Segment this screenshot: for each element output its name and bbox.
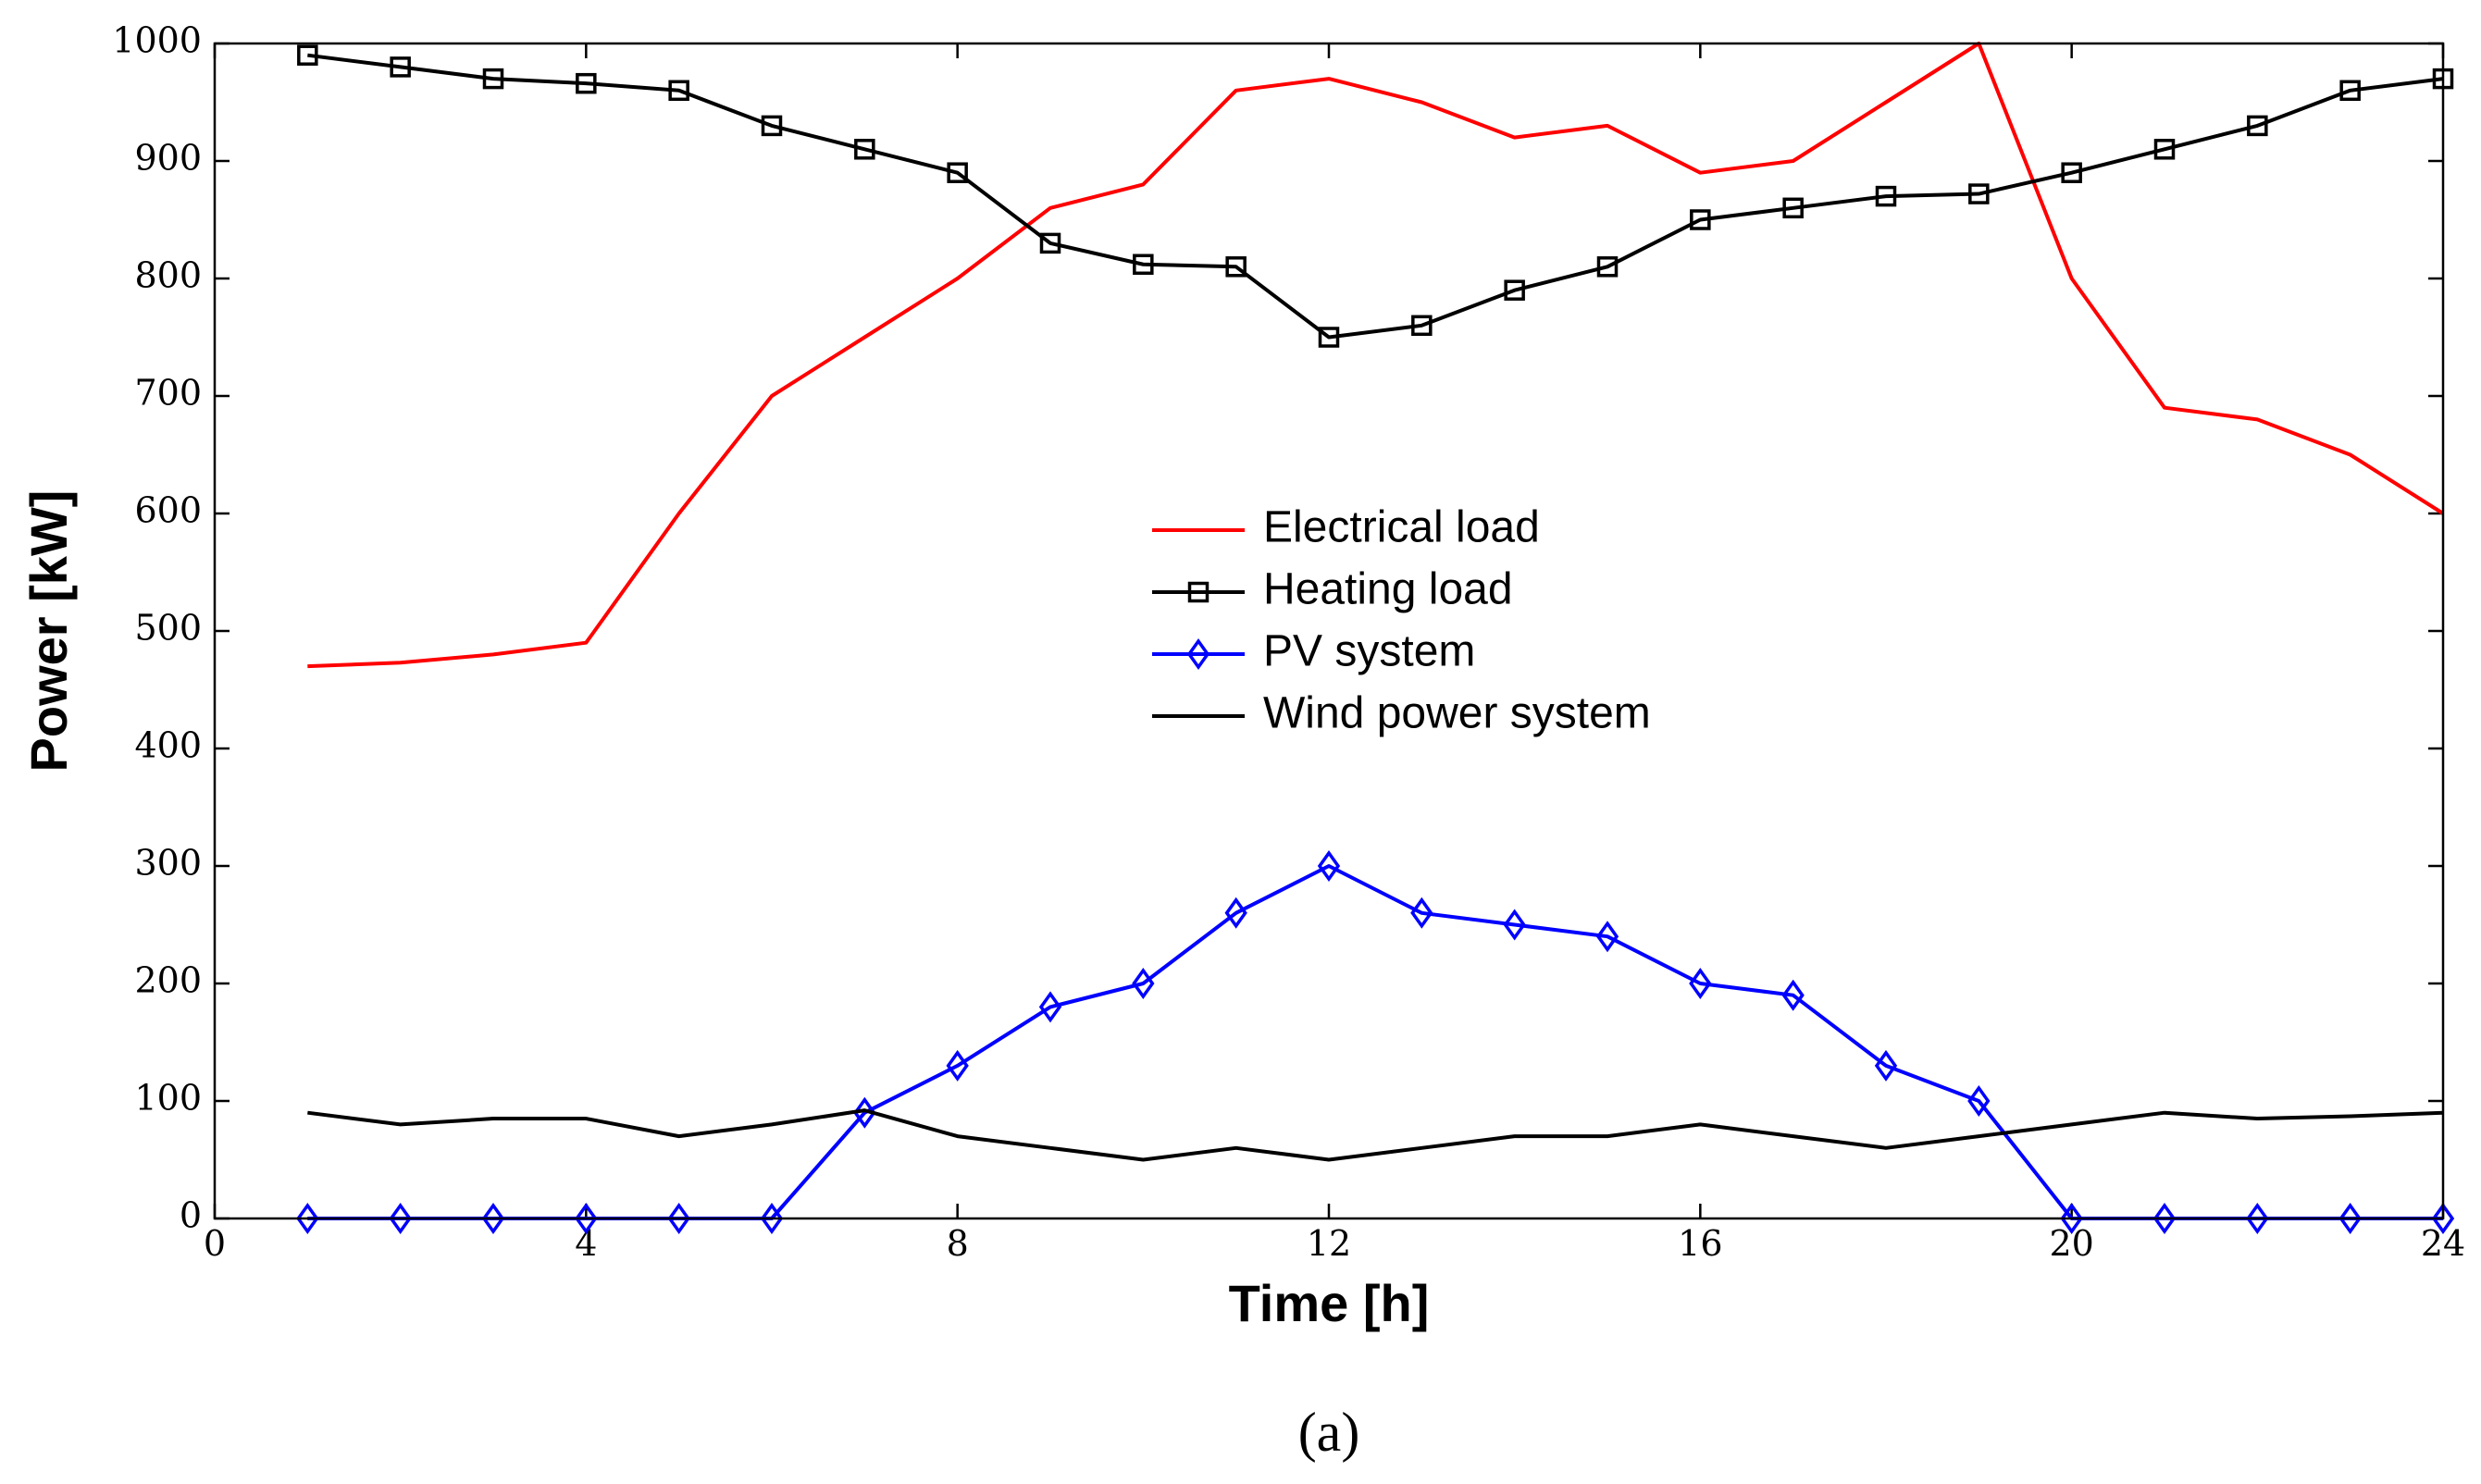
y-tick-label: 100 <box>134 1078 202 1119</box>
heating-load-point <box>1875 185 1897 207</box>
y-tick-label: 300 <box>134 843 202 884</box>
pv-system-point <box>2431 1202 2455 1235</box>
legend-label-wind-power-system: Wind power system <box>1263 689 1651 738</box>
heating-load-point <box>1225 256 1247 278</box>
heating-load-point <box>761 115 783 137</box>
heating-load-point <box>947 162 968 183</box>
heating-load-point <box>297 44 318 66</box>
heating-load-point <box>1782 197 1804 219</box>
pv-system-point <box>1874 1049 1898 1082</box>
pv-system-point <box>1689 967 1712 1000</box>
wind-power-system-line <box>307 1108 2444 1162</box>
pv-system-point <box>667 1202 690 1235</box>
pv-system-point <box>1503 909 1526 941</box>
series-layer <box>296 42 2455 1235</box>
y-tick-label: 400 <box>134 725 202 766</box>
pv-system-point <box>2246 1202 2269 1235</box>
y-tick-label: 700 <box>134 373 202 414</box>
x-tick-label: 16 <box>1678 1223 1722 1264</box>
legend-label-pv-system: PV system <box>1263 627 1475 676</box>
plot-frame <box>213 42 2445 1220</box>
pv-system-point <box>760 1202 784 1235</box>
pv-system-point <box>2152 1202 2177 1235</box>
pv-system-line <box>307 864 2443 1220</box>
figure-caption: (a) <box>1298 1402 1360 1463</box>
heating-load-point <box>1318 327 1340 348</box>
legend: Electrical load Heating load PV system Wind… <box>1152 503 1651 738</box>
x-tick-label: 0 <box>204 1223 226 1264</box>
electrical-load-line <box>307 42 2445 669</box>
y-tick-label: 600 <box>134 490 202 531</box>
heating-load-point <box>1690 209 1711 230</box>
y-tick-label: 800 <box>134 255 202 296</box>
legend-label-heating-load: Heating load <box>1263 565 1513 614</box>
x-axis-title: Time [h] <box>1229 1274 1430 1332</box>
legend-marker-pv-system <box>1186 637 1210 671</box>
heating-load-point <box>1411 315 1433 337</box>
heating-load-point <box>2247 115 2268 137</box>
pv-system-point <box>575 1202 598 1235</box>
legend-label-electrical-load: Electrical load <box>1263 503 1540 552</box>
pv-system-point <box>389 1202 412 1235</box>
pv-system-point <box>946 1049 969 1082</box>
pv-system-point <box>1317 849 1341 883</box>
heating-load-point <box>576 72 597 94</box>
heating-load-point <box>2339 80 2361 102</box>
heating-load-point <box>854 139 875 160</box>
heating-load-line <box>307 53 2444 340</box>
pv-system-point <box>1038 991 1062 1023</box>
pv-system-point <box>296 1202 319 1235</box>
pv-system-point <box>2060 1202 2083 1235</box>
heating-load-point <box>668 80 689 102</box>
heating-load-point <box>482 68 504 90</box>
legend-marker-heating-load <box>1187 581 1209 603</box>
pv-system-point <box>2338 1202 2362 1235</box>
y-tick-label: 0 <box>180 1195 202 1236</box>
pv-system-point <box>481 1202 505 1235</box>
heating-load-point <box>1968 183 1990 204</box>
pv-system-point <box>1595 921 1619 953</box>
heating-load-point <box>2061 162 2082 183</box>
heating-load-point <box>1133 254 1154 276</box>
pv-system-point <box>1781 979 1805 1011</box>
y-tick-label: 500 <box>134 608 202 649</box>
y-axis-ticks: 0 100 200 300 400 500 600 700 800 900 1000 <box>112 20 2443 1236</box>
pv-system-point <box>1224 897 1247 929</box>
pv-system-point <box>1132 967 1155 1000</box>
heating-load-point <box>1504 279 1525 301</box>
y-tick-label: 900 <box>134 138 202 179</box>
heating-load-point <box>1596 256 1619 278</box>
x-tick-label: 8 <box>947 1223 969 1264</box>
heating-load-point <box>1039 232 1061 254</box>
pv-system-point <box>1410 897 1433 929</box>
y-tick-label: 200 <box>134 960 202 1001</box>
heating-load-point <box>390 56 411 78</box>
pv-system-point <box>853 1096 876 1129</box>
y-axis-title: Power [kW] <box>19 490 78 773</box>
y-tick-label: 1000 <box>112 20 202 61</box>
x-tick-label: 12 <box>1307 1223 1351 1264</box>
pv-system-point <box>1967 1084 1991 1118</box>
heating-load-point <box>2153 139 2176 160</box>
